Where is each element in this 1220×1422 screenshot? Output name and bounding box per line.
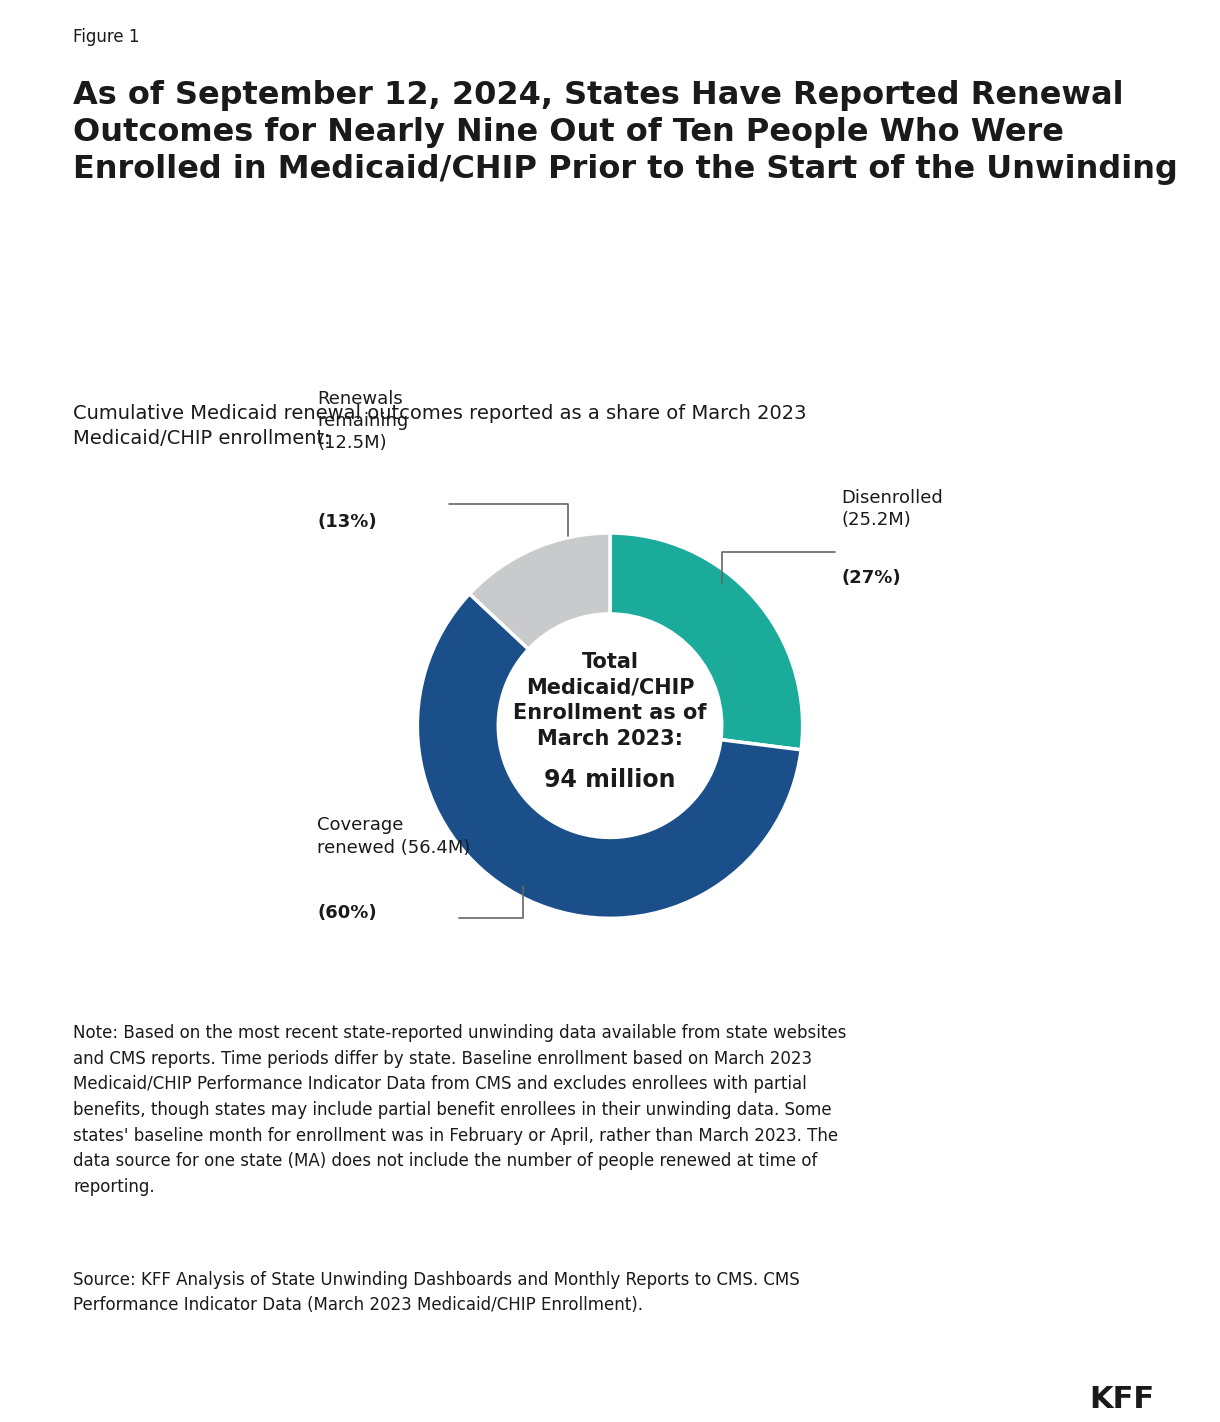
Text: Coverage
renewed (56.4M): Coverage renewed (56.4M) (317, 816, 471, 856)
Text: Renewals
remaining
(12.5M): Renewals remaining (12.5M) (317, 390, 409, 452)
Text: Note: Based on the most recent state-reported unwinding data available from stat: Note: Based on the most recent state-rep… (73, 1024, 847, 1196)
Wedge shape (417, 594, 802, 919)
Text: Source: KFF Analysis of State Unwinding Dashboards and Monthly Reports to CMS. C: Source: KFF Analysis of State Unwinding … (73, 1271, 800, 1314)
Text: Disenrolled
(25.2M): Disenrolled (25.2M) (841, 489, 943, 529)
Wedge shape (610, 533, 803, 749)
Text: Total
Medicaid/CHIP
Enrollment as of
March 2023:: Total Medicaid/CHIP Enrollment as of Mar… (514, 653, 706, 749)
Text: 94 million: 94 million (544, 768, 676, 792)
Text: KFF: KFF (1089, 1385, 1154, 1413)
Wedge shape (470, 533, 610, 650)
Text: (27%): (27%) (841, 569, 900, 587)
Text: As of September 12, 2024, States Have Reported Renewal
Outcomes for Nearly Nine : As of September 12, 2024, States Have Re… (73, 80, 1179, 185)
Text: Cumulative Medicaid renewal outcomes reported as a share of March 2023
Medicaid/: Cumulative Medicaid renewal outcomes rep… (73, 404, 806, 448)
Text: (60%): (60%) (317, 904, 377, 923)
Text: (13%): (13%) (317, 513, 377, 530)
Text: Figure 1: Figure 1 (73, 28, 140, 47)
